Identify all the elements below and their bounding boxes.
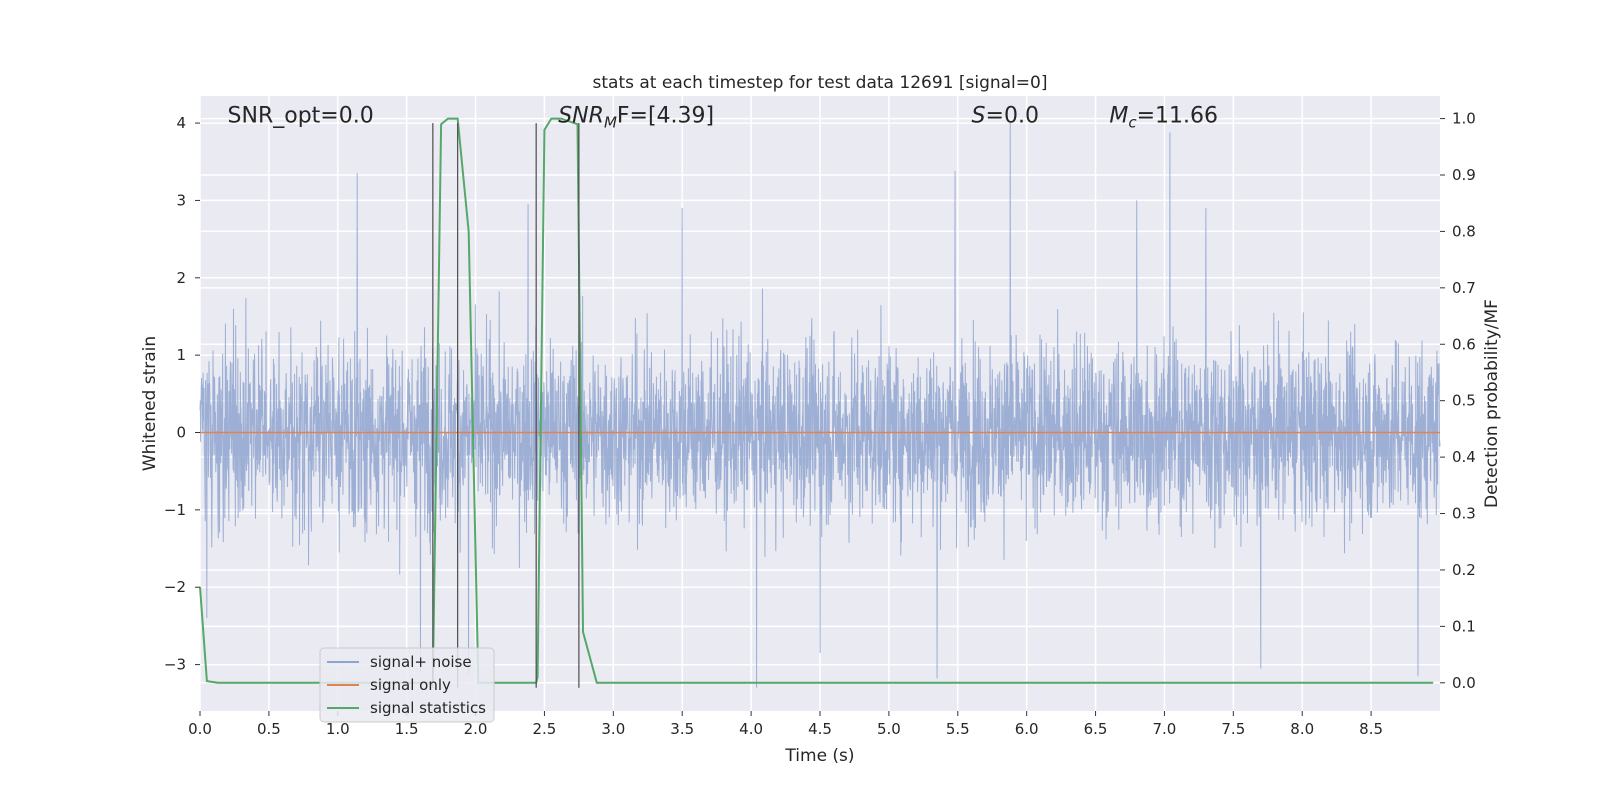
x-tick-label: 3.5 — [670, 720, 694, 738]
legend-label-signal-only: signal only — [370, 676, 451, 694]
x-tick-label: 8.5 — [1359, 720, 1383, 738]
x-tick-label: 0.0 — [188, 720, 212, 738]
y-right-tick-label: 0.6 — [1452, 335, 1476, 353]
y-tick-label: 4 — [176, 114, 186, 132]
y-right-axis-label: Detection probability/MF — [1482, 299, 1502, 508]
x-tick-label: 0.5 — [257, 720, 281, 738]
x-tick-label: 4.5 — [808, 720, 832, 738]
x-tick-label: 2.0 — [464, 720, 488, 738]
y-tick-label: 0 — [176, 424, 186, 442]
y-right-tick-label: 0.8 — [1452, 222, 1476, 240]
x-tick-label: 6.0 — [1015, 720, 1039, 738]
x-tick-label: 1.5 — [395, 720, 419, 738]
y-right-tick-label: 0.0 — [1452, 674, 1476, 692]
x-tick-label: 3.0 — [601, 720, 625, 738]
y-right-tick-label: 1.0 — [1452, 110, 1476, 128]
x-tick-label: 4.0 — [739, 720, 763, 738]
x-tick-label: 1.0 — [326, 720, 350, 738]
annotation-snr-mf: SNRMF=[4.39] — [558, 103, 714, 131]
y-right-tick-label: 0.4 — [1452, 448, 1476, 466]
annotation-mc: Mc=11.66 — [1109, 103, 1218, 131]
x-axis-label: Time (s) — [784, 746, 854, 766]
legend: signal+ noise signal only signal statist… — [319, 647, 495, 723]
y-tick-label: 3 — [176, 191, 186, 209]
annotations: SNR_opt=0.0 SNRMF=[4.39] S=0.0 Mc=11.66 — [228, 103, 1218, 131]
x-tick-label: 7.0 — [1153, 720, 1177, 738]
y-right-tick-label: 0.2 — [1452, 561, 1476, 579]
series-signal-noise — [199, 121, 1441, 688]
x-tick-label: 2.5 — [533, 720, 557, 738]
x-tick-label: 6.5 — [1084, 720, 1108, 738]
y-right-tick-label: 0.9 — [1452, 166, 1476, 184]
y-tick-label: −3 — [164, 656, 186, 674]
y-tick-label: 2 — [176, 269, 186, 287]
y-tick-label: −2 — [164, 578, 186, 596]
x-tick-label: 5.0 — [877, 720, 901, 738]
legend-label-signal-noise: signal+ noise — [370, 653, 472, 671]
x-tick-label: 8.0 — [1290, 720, 1314, 738]
y-right-tick-label: 0.1 — [1452, 617, 1476, 635]
annotation-s: S=0.0 — [972, 103, 1039, 128]
x-tick-label: 7.5 — [1221, 720, 1245, 738]
y-axis-label: Whitened strain — [140, 336, 160, 471]
annotation-snr-opt: SNR_opt=0.0 — [228, 103, 374, 128]
y-right-tick-label: 0.7 — [1452, 279, 1476, 297]
y-right-tick-label: 0.5 — [1452, 392, 1476, 410]
legend-box — [319, 647, 495, 723]
chart-title: stats at each timestep for test data 126… — [593, 73, 1048, 93]
y-tick-label: −1 — [164, 501, 186, 519]
series-line-signal-noise — [199, 121, 1441, 688]
y-right-tick-label: 0.3 — [1452, 505, 1476, 523]
tick-labels: 0.0 0.5 1.0 1.5 2.0 2.5 3.0 3.5 4.0 4.5 5.0 5.5 6.0 6… — [164, 110, 1476, 738]
y-tick-label: 1 — [176, 346, 186, 364]
vertical-markers — [432, 123, 580, 688]
legend-label-signal-statistics: signal statistics — [370, 699, 486, 717]
x-tick-label: 5.5 — [946, 720, 970, 738]
